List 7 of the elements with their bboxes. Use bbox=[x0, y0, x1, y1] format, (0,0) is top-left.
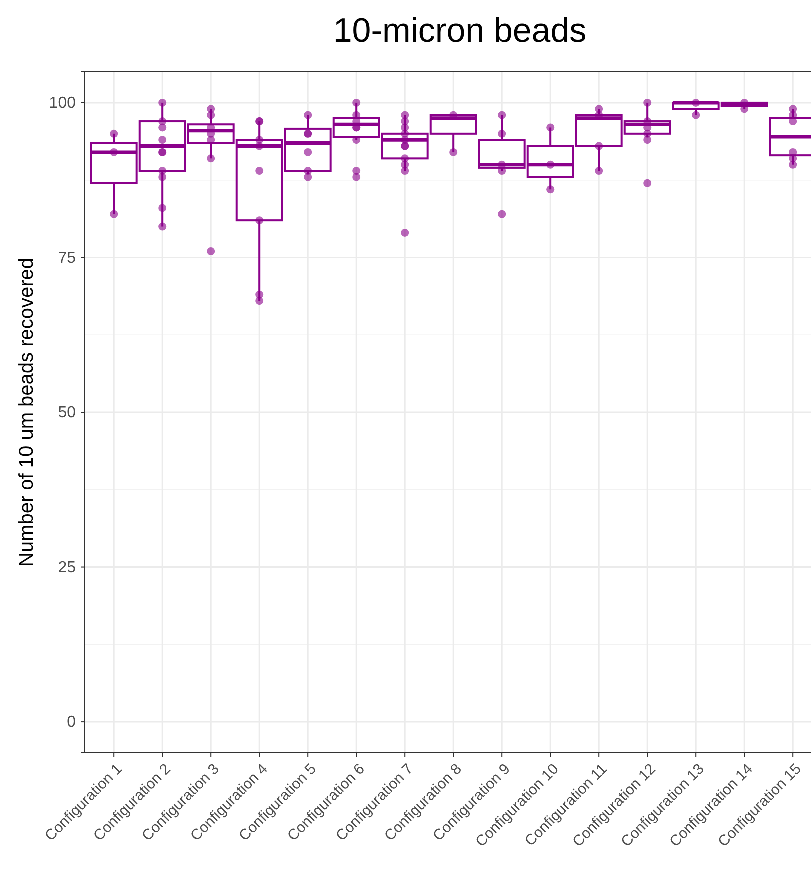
chart-title: 10-micron beads bbox=[333, 12, 587, 50]
y-tick-label: 75 bbox=[58, 250, 76, 267]
y-tick-label: 100 bbox=[49, 95, 76, 112]
y-axis-title: Number of 10 um beads recovered bbox=[16, 258, 38, 568]
y-tick-label: 0 bbox=[67, 714, 76, 732]
y-tick-label: 50 bbox=[58, 404, 76, 422]
y-tick-label: 25 bbox=[58, 559, 76, 576]
